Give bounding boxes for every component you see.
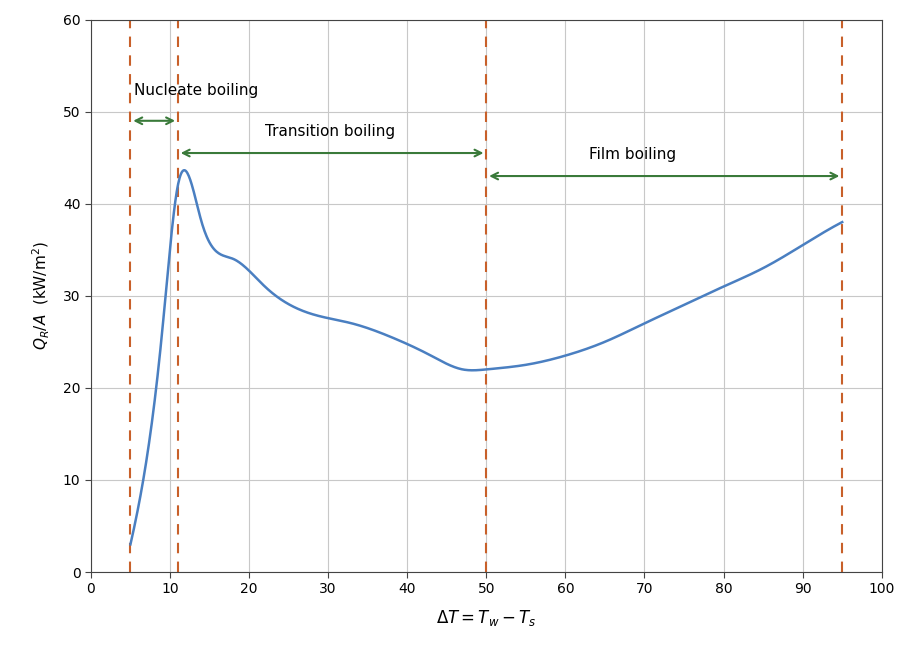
Text: Transition boiling: Transition boiling [265, 124, 395, 139]
Text: Film boiling: Film boiling [589, 148, 676, 162]
X-axis label: $\Delta T=T_w-T_s$: $\Delta T=T_w-T_s$ [436, 608, 536, 627]
Y-axis label: $Q_R/A$  (kW/m$^2$): $Q_R/A$ (kW/m$^2$) [31, 241, 52, 350]
Text: Nucleate boiling: Nucleate boiling [135, 83, 259, 98]
